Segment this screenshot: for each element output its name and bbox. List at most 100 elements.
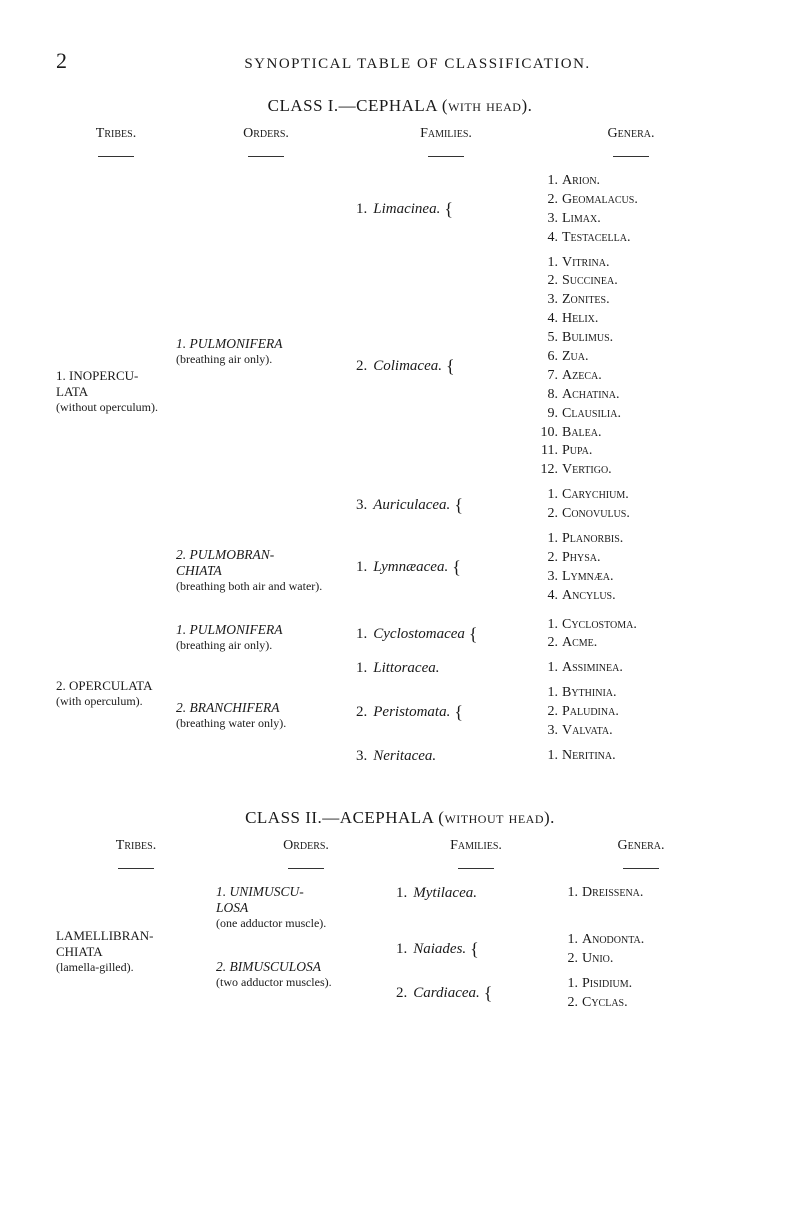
family-cell: 1.Cyclostomacea{	[356, 616, 536, 654]
order-name: 2. BRANCHIFERA	[176, 700, 350, 716]
hdr2-tribes: Tribes.	[56, 838, 216, 854]
order-row: 1. PULMONIFERA(breathing air only).1.Cyc…	[176, 616, 726, 660]
genus-line: 9.Clausilia.	[536, 405, 726, 424]
family-number: 2.	[356, 704, 367, 721]
class2-body: LAMELLIBRAN-CHIATA(lamella-gilled).1. UN…	[56, 884, 744, 1019]
genus-line: 1.Assiminea.	[536, 659, 726, 678]
family-group: 1.Mytilacea.1.Dreissena.	[396, 884, 726, 931]
genus-name: Balea.	[562, 425, 602, 440]
genera-cell: 1.Cyclostoma.2.Acme.	[536, 616, 726, 654]
order-row: 2. BRANCHIFERA(breathing water only).1.L…	[176, 659, 726, 771]
genus-line: 2.Conovulus.	[536, 505, 726, 524]
family-name: Peristomata.	[373, 704, 450, 721]
family-row: 1.Limacinea.{1.Arion.2.Geomalacus.3.Lima…	[356, 172, 726, 248]
family-group: 1.Limacinea.{1.Arion.2.Geomalacus.3.Lima…	[356, 172, 726, 530]
genus-line: 1.Bythinia.	[536, 684, 726, 703]
genera-cell: 1.Anodonta.2.Unio.	[556, 931, 726, 969]
tribe-cell: 2. OPERCULATA(with operculum).	[56, 616, 176, 772]
family-name: Lymnæacea.	[373, 559, 448, 576]
genus-line: 4.Helix.	[536, 310, 726, 329]
family-group: 1.Lymnæacea.{1.Planorbis.2.Physa.3.Lymnæ…	[356, 530, 726, 612]
genera-cell: 1.Vitrina.2.Succinea.3.Zonites.4.Helix.5…	[536, 254, 726, 481]
genus-name: Pisidium.	[582, 976, 632, 991]
page: 2 SYNOPTICAL TABLE OF CLASSIFICATION. CL…	[0, 0, 800, 1219]
hdr-orders: Orders.	[176, 126, 356, 142]
order-cell: 2. BIMUSCULOSA(two adductor muscles).	[216, 931, 396, 1019]
order-cell: 1. UNIMUSCU-LOSA(one adductor muscle).	[216, 884, 396, 931]
genus-name: Lymnæa.	[562, 569, 614, 584]
genus-number: 4.	[536, 587, 558, 606]
family-row: 2.Colimacea.{1.Vitrina.2.Succinea.3.Zoni…	[356, 254, 726, 481]
order-row: 2. PULMOBRAN-CHIATA(breathing both air a…	[176, 530, 726, 612]
genus-name: Azeca.	[562, 368, 602, 383]
family-cell: 2. Peristomata.{	[356, 684, 536, 741]
genus-name: Acme.	[562, 635, 597, 650]
genus-name: Succinea.	[562, 273, 618, 288]
genus-number: 1.	[556, 884, 578, 903]
genus-number: 1.	[536, 659, 558, 678]
genus-name: Ancylus.	[562, 588, 616, 603]
genus-number: 11.	[536, 442, 558, 461]
family-cell: 3.Neritacea.	[356, 747, 536, 766]
genus-name: Vertigo.	[562, 462, 612, 477]
genus-number: 2.	[536, 703, 558, 722]
brace-icon: {	[444, 199, 453, 220]
genus-line: 1.Pisidium.	[556, 975, 726, 994]
class2-col-headers: Tribes. Orders. Families. Genera.	[56, 838, 744, 854]
genus-name: Paludina.	[562, 704, 619, 719]
genus-number: 2.	[536, 505, 558, 524]
genus-number: 2.	[536, 191, 558, 210]
genus-line: 1.Carychium.	[536, 486, 726, 505]
genus-name: Physa.	[562, 550, 601, 565]
hdr-families: Families.	[356, 126, 536, 142]
family-number: 1.	[356, 201, 367, 218]
hdr2-families: Families.	[396, 838, 556, 854]
family-number: 1.	[396, 941, 407, 958]
brace-icon: {	[454, 495, 463, 516]
genus-line: 5.Bulimus.	[536, 329, 726, 348]
family-row: 3.Neritacea.1.Neritina.	[356, 747, 726, 766]
order-name: 2. BIMUSCULOSA	[216, 959, 390, 975]
family-row: 2.Peristomata.{1.Bythinia.2.Paludina.3.V…	[356, 684, 726, 741]
family-cell: 1.Naiades.{	[396, 931, 556, 969]
genus-line: 1.Cyclostoma.	[536, 616, 726, 635]
family-row: 1. Littoracea. 1.Assiminea.	[356, 659, 726, 678]
tribe-note: (without operculum).	[56, 400, 176, 415]
order-name: 1. PULMONIFERA	[176, 336, 350, 352]
family-group: 1.Cyclostomacea{1.Cyclostoma.2.Acme.	[356, 616, 726, 660]
genus-number: 5.	[536, 329, 558, 348]
order-group: 1. PULMONIFERA(breathing air only).1.Lim…	[176, 172, 726, 612]
family-name: Colimacea.	[373, 358, 442, 375]
genus-name: Vitrina.	[562, 255, 610, 270]
family-name: Littoracea.	[373, 660, 439, 677]
family-name: Limacinea.	[373, 201, 440, 218]
tribe-name: 2. OPERCULATA	[56, 678, 176, 694]
order-name: 1. UNIMUSCU-LOSA	[216, 884, 390, 916]
hdr-genera: Genera.	[536, 126, 726, 142]
genus-name: Pupa.	[562, 443, 592, 458]
genus-name: Helix.	[562, 311, 598, 326]
header-line: 2 SYNOPTICAL TABLE OF CLASSIFICATION.	[56, 48, 744, 74]
order-group: 1. UNIMUSCU-LOSA(one adductor muscle).1.…	[216, 884, 726, 1019]
order-name: 1. PULMONIFERA	[176, 622, 350, 638]
brace-icon: {	[454, 702, 463, 723]
family-name: Cyclostomacea	[373, 626, 465, 643]
genus-line: 2.Succinea.	[536, 272, 726, 291]
family-number: 1.	[396, 885, 407, 902]
genera-cell: 1.Pisidium.2.Cyclas.	[556, 975, 726, 1013]
family-number: 1.	[356, 626, 367, 643]
genus-number: 1.	[536, 486, 558, 505]
family-row: 3.Auriculacea.{1.Carychium.2.Conovulus.	[356, 486, 726, 524]
family-cell: 1. Mytilacea.	[396, 884, 556, 903]
genera-cell: 1.Planorbis.2.Physa.3.Lymnæa.4.Ancylus.	[536, 530, 726, 606]
family-row: 1.Mytilacea.1.Dreissena.	[396, 884, 726, 903]
order-cell: 2. PULMOBRAN-CHIATA(breathing both air a…	[176, 530, 356, 612]
family-row: 1.Naiades.{1.Anodonta.2.Unio.	[396, 931, 726, 969]
genus-name: Clausilia.	[562, 406, 621, 421]
genus-number: 1.	[536, 616, 558, 635]
class2-title: CLASS II.—ACEPHALA (without head).	[56, 808, 744, 828]
running-title: SYNOPTICAL TABLE OF CLASSIFICATION.	[91, 56, 744, 73]
class1-col-headers: Tribes. Orders. Families. Genera.	[56, 126, 744, 142]
page-number: 2	[56, 48, 67, 74]
family-name: Mytilacea.	[413, 885, 477, 902]
